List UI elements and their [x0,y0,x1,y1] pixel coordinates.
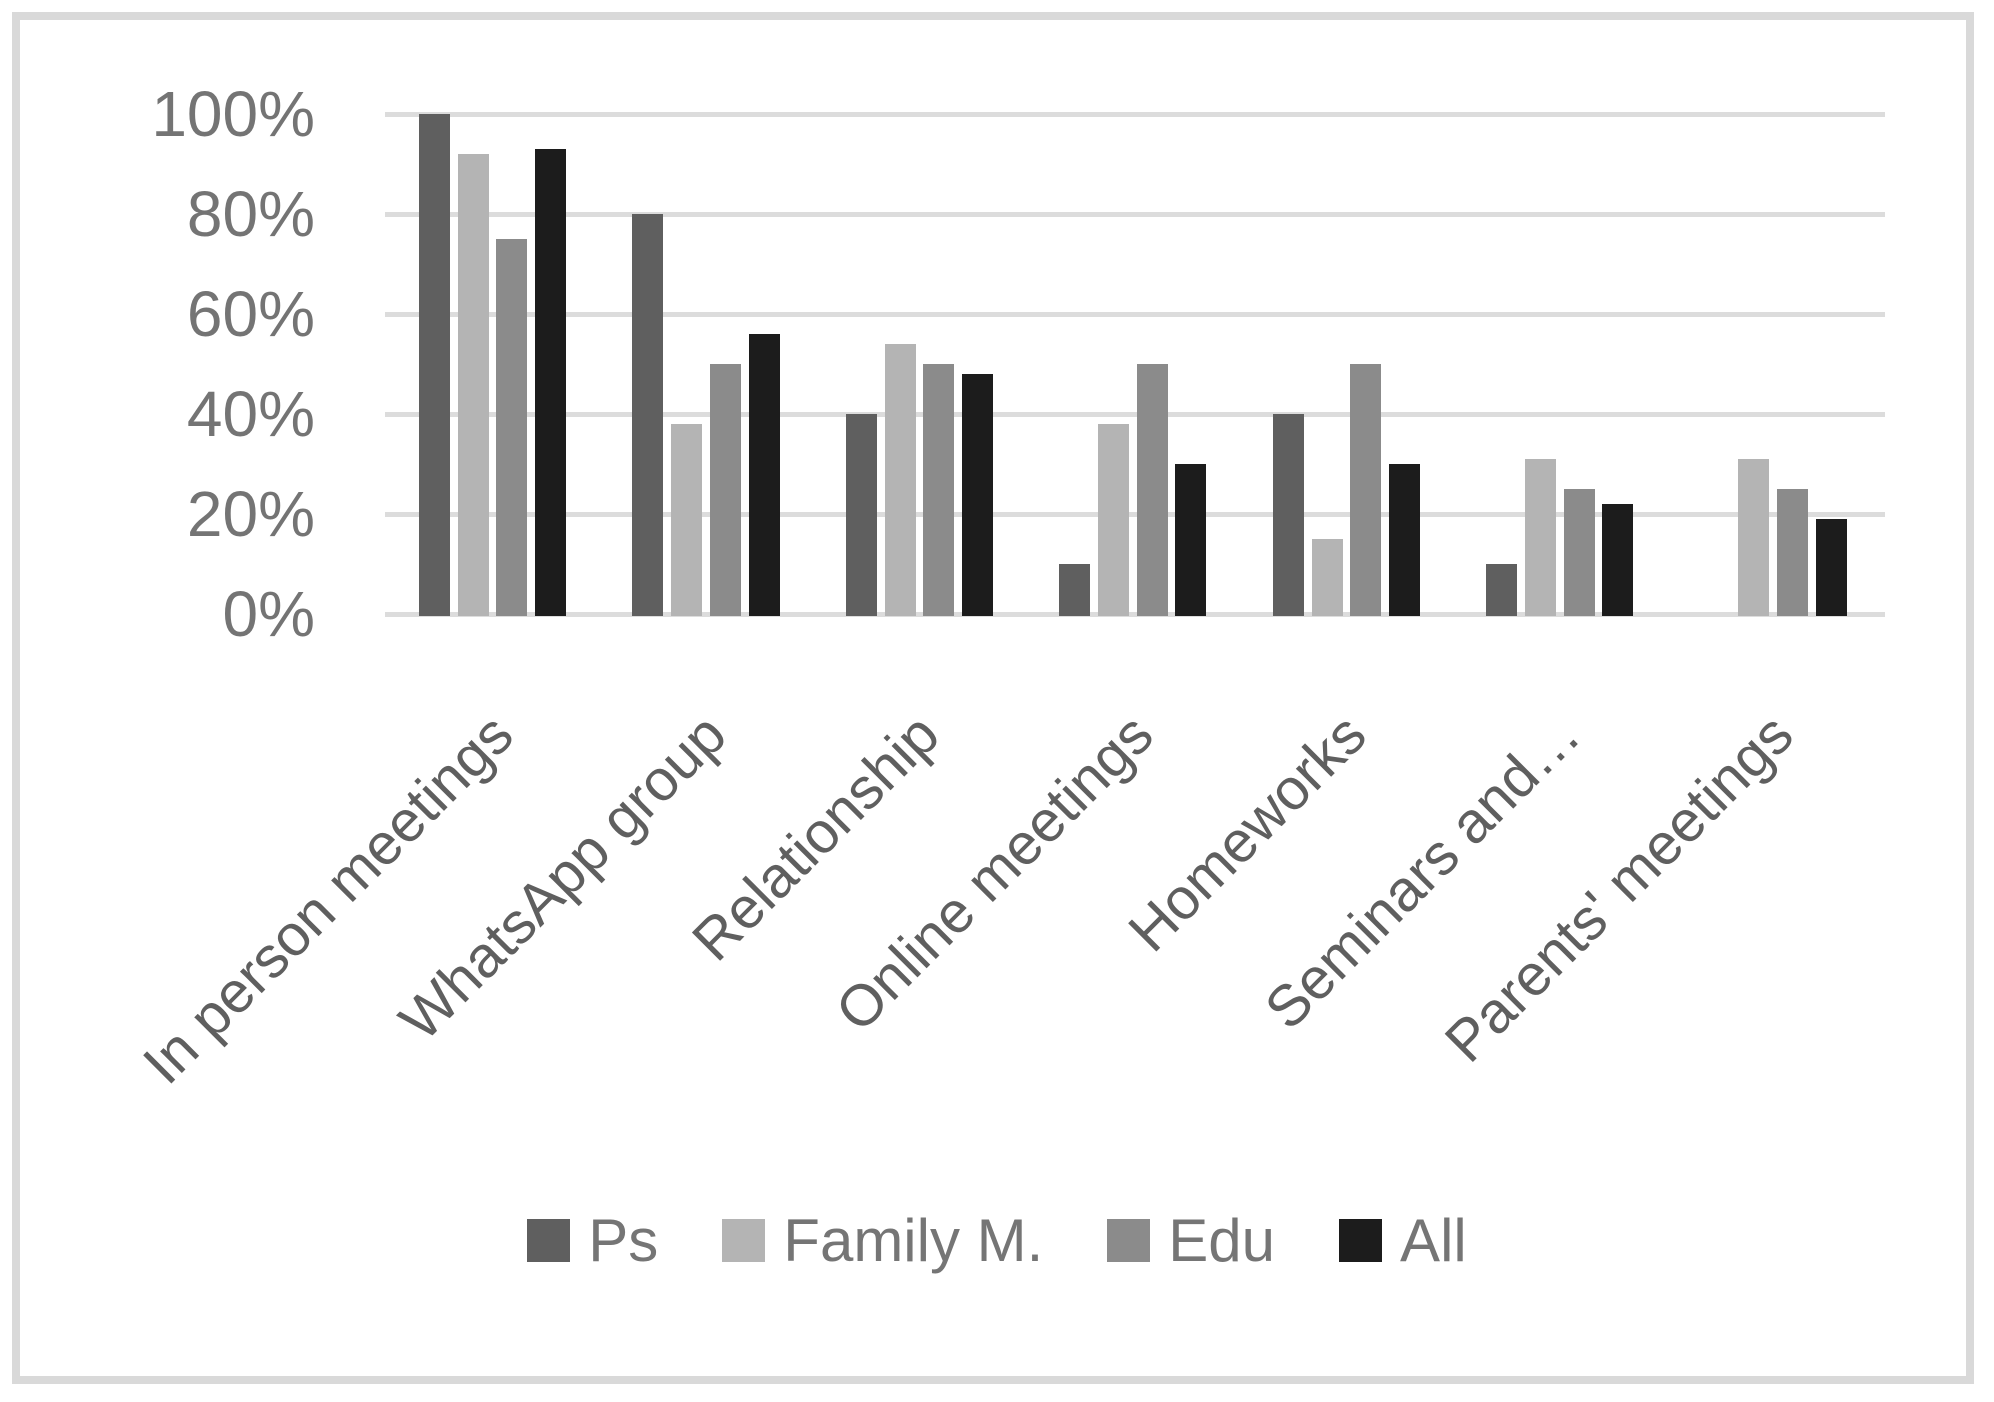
bar-all-relationship [962,374,993,616]
bar-all-homeworks [1389,464,1420,616]
legend-item-ps: Ps [527,1206,658,1275]
bar-family-m-seminars-and [1525,459,1556,616]
y-axis-tick-label: 20% [186,478,315,550]
bar-edu-seminars-and [1564,489,1595,616]
bar-family-m-homeworks [1312,539,1343,616]
legend-item-family-m: Family M. [722,1206,1043,1275]
bar-ps-online-meetings [1059,564,1090,616]
bar-all-online-meetings [1175,464,1206,616]
bar-ps-homeworks [1273,414,1304,616]
bar-family-m-in-person-meetings [458,154,489,616]
gridline-40 [385,412,1885,417]
bar-edu-homeworks [1350,364,1381,616]
bar-edu-relationship [923,364,954,616]
bar-family-m-online-meetings [1098,424,1129,616]
legend-item-edu: Edu [1107,1206,1275,1275]
bar-ps-whatsapp-group [632,214,663,616]
bar-edu-online-meetings [1137,364,1168,616]
gridline-60 [385,312,1885,317]
bar-all-parents-meetings [1816,519,1847,616]
bar-ps-seminars-and [1486,564,1517,616]
bar-family-m-parents-meetings [1738,459,1769,616]
bar-edu-in-person-meetings [496,239,527,616]
bar-ps-in-person-meetings [419,114,450,616]
bar-family-m-relationship [885,344,916,616]
y-axis-tick-label: 80% [186,178,315,250]
y-axis-tick-label: 60% [186,278,315,350]
legend-swatch-all [1339,1218,1383,1262]
bar-ps-relationship [846,414,877,616]
legend-label-edu: Edu [1168,1206,1276,1274]
bar-family-m-whatsapp-group [671,424,702,616]
bar-all-whatsapp-group [749,334,780,616]
bar-all-seminars-and [1602,504,1633,616]
bar-edu-parents-meetings [1777,489,1808,616]
y-axis-tick-label: 40% [186,378,315,450]
legend-swatch-edu [1107,1218,1151,1262]
bar-edu-whatsapp-group [710,364,741,616]
gridline-0 [385,612,1885,617]
legend-swatch-ps [527,1218,571,1262]
bar-all-in-person-meetings [535,149,566,616]
y-axis-tick-label: 100% [151,78,315,150]
gridline-100 [385,112,1885,117]
chart-legend: Ps Family M. Edu All [0,1200,1994,1280]
gridline-20 [385,512,1885,517]
legend-label-ps: Ps [588,1206,659,1274]
y-axis-tick-label: 0% [222,578,316,650]
legend-label-all: All [1400,1206,1467,1274]
legend-item-all: All [1339,1206,1467,1275]
legend-label-family-m: Family M. [783,1206,1044,1274]
legend-swatch-family-m [722,1218,766,1262]
gridline-80 [385,212,1885,217]
chart-frame-border [12,12,1974,1384]
